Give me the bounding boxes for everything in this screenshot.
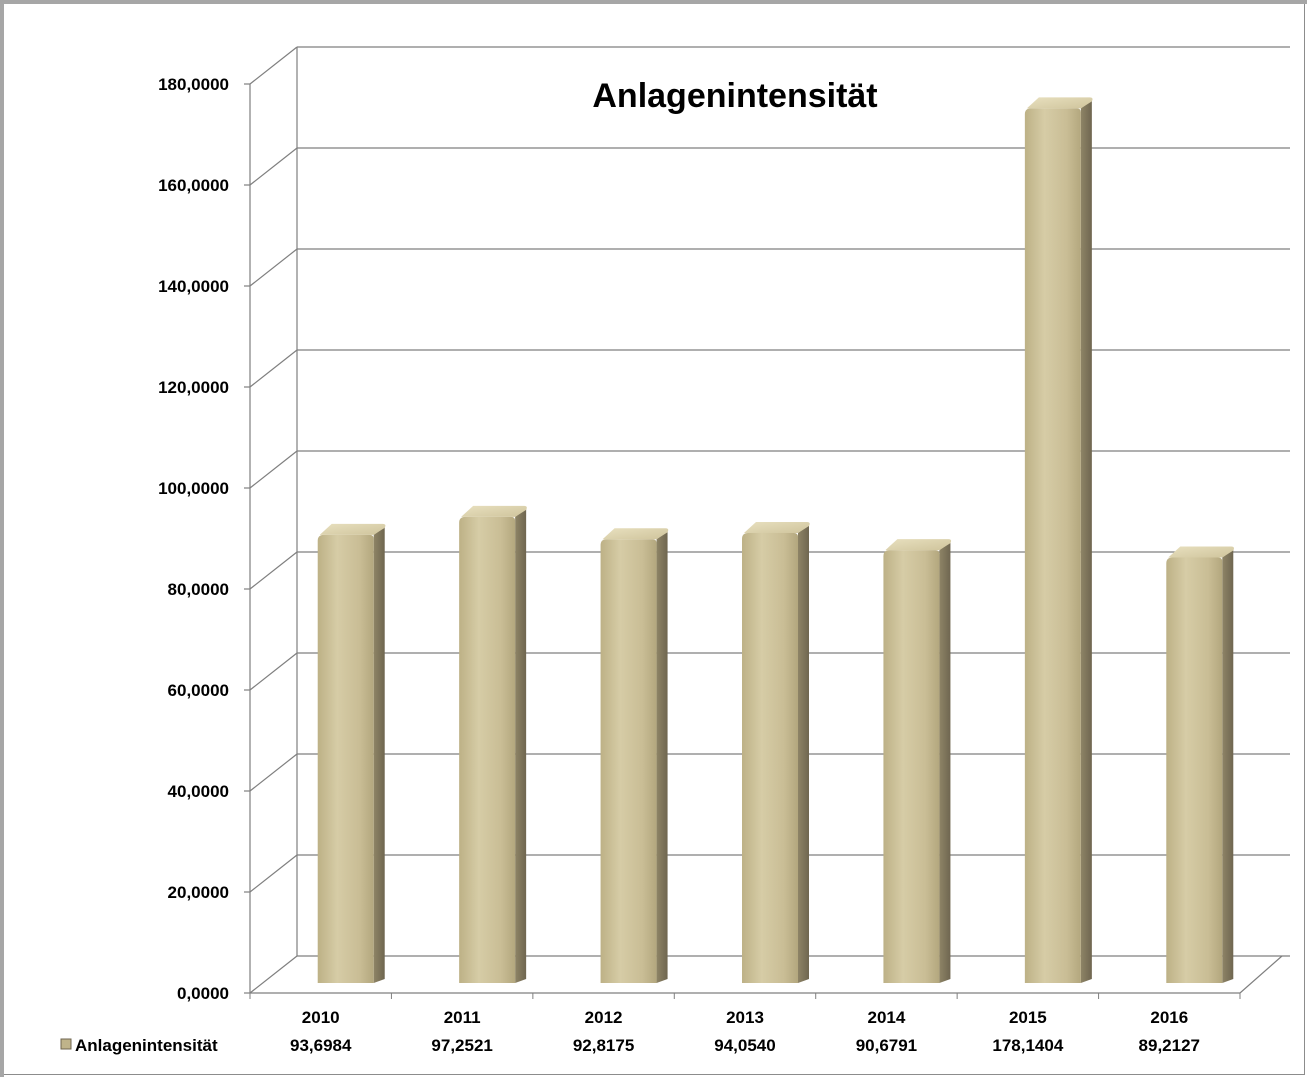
gridline-diagonal (249, 753, 298, 792)
bar (742, 522, 810, 983)
bar-top (1026, 97, 1093, 109)
y-tick-label: 120,0000 (158, 378, 229, 397)
bar-top (1168, 546, 1234, 558)
x-tick-label: 2013 (726, 1008, 764, 1027)
bar-side (1222, 549, 1234, 983)
gridline-diagonal (249, 349, 298, 388)
bar-side (656, 531, 668, 983)
bar-side (515, 508, 527, 983)
y-tick-label: 80,0000 (168, 580, 229, 599)
data-table-value: 93,6984 (290, 1036, 352, 1055)
gridline-diagonal (249, 147, 298, 186)
chart-title: Anlagenintensität (592, 77, 877, 115)
bar-front (600, 539, 657, 983)
y-tick-label: 40,0000 (168, 782, 229, 801)
bars (317, 97, 1234, 983)
x-tick-label: 2011 (444, 1008, 481, 1027)
bar-top (461, 505, 527, 517)
bar-front (883, 550, 940, 983)
y-tick-label: 160,0000 (158, 176, 229, 195)
legend-series-name: Anlagenintensität (75, 1036, 218, 1055)
bar-front (742, 533, 798, 983)
bar-side (1080, 100, 1092, 983)
gridline-diagonal (249, 248, 298, 287)
data-table-value: 94,0540 (714, 1036, 775, 1055)
data-table-value: 178,1404 (992, 1036, 1063, 1055)
gridline-diagonal (249, 652, 298, 691)
data-table: Anlagenintensität 2010 93,6984 2011 97,2521… (60, 1008, 1200, 1055)
legend-swatch (60, 1038, 72, 1050)
y-tick-label: 140,0000 (158, 277, 229, 296)
bar (459, 505, 527, 983)
y-tick-label: 20,0000 (168, 883, 229, 902)
data-table-value: 90,6791 (856, 1036, 917, 1055)
y-tick-label: 180,0000 (158, 75, 229, 94)
gridline-diagonal (249, 46, 298, 85)
bar-top (319, 523, 386, 535)
bar-side (373, 526, 385, 983)
x-tick-label: 2015 (1009, 1008, 1047, 1027)
y-tick-label: 100,0000 (158, 479, 229, 498)
gridline-diagonal (249, 955, 298, 994)
x-tick-label: 2014 (868, 1008, 906, 1027)
bar (317, 523, 386, 983)
data-table-value: 97,2521 (431, 1036, 492, 1055)
bar-front (1166, 557, 1223, 983)
bar-front (317, 534, 374, 983)
bar-top (602, 528, 669, 540)
frame-shadow-left (0, 0, 4, 1077)
bar-side (939, 542, 951, 983)
gridline-diagonal (249, 551, 298, 590)
bar (600, 528, 669, 983)
x-tick-label: 2016 (1150, 1008, 1188, 1027)
bar-side (798, 525, 809, 983)
bar-top (744, 522, 810, 534)
bar (883, 539, 952, 983)
bar-front (459, 516, 516, 983)
data-table-value: 89,2127 (1139, 1036, 1200, 1055)
bar (1024, 97, 1093, 983)
bar (1166, 546, 1234, 983)
y-tick-label: 0,0000 (177, 984, 229, 1003)
gridline-diagonal (249, 450, 298, 489)
data-table-value: 92,8175 (573, 1036, 634, 1055)
y-tick-label: 60,0000 (168, 681, 229, 700)
x-tick-label: 2010 (302, 1008, 340, 1027)
frame-shadow-top (0, 0, 1307, 4)
bar-front (1024, 108, 1081, 983)
gridline-diagonal (249, 854, 298, 893)
bar-top (885, 539, 952, 551)
x-tick-label: 2012 (585, 1008, 623, 1027)
y-axis: 0,0000 20,0000 40,0000 60,0000 80,0000 100,00… (158, 75, 1241, 1003)
